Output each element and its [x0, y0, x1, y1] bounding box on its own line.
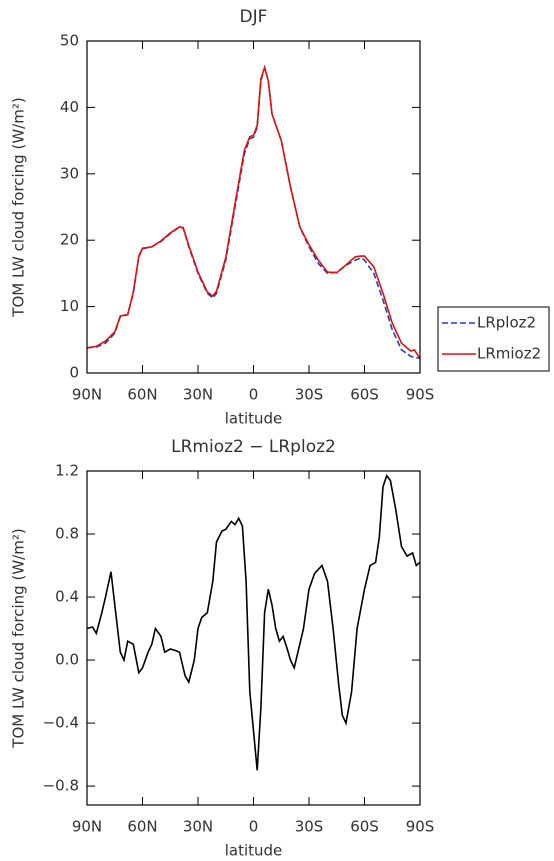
x-tick-label: 90N	[72, 386, 102, 404]
legend-box	[437, 306, 550, 372]
chart-title: LRmioz2 − LRploz2	[171, 437, 336, 457]
y-tick-label: 20	[60, 231, 79, 249]
x-tick-label: 60N	[127, 818, 157, 836]
x-axis-label: latitude	[225, 842, 283, 860]
data-line	[86, 474, 421, 771]
x-tick-label: 60N	[127, 386, 157, 404]
legend: LRploz2 LRmioz2	[437, 306, 550, 372]
y-tick-label: 50	[60, 32, 79, 50]
legend-label: LRploz2	[477, 314, 536, 332]
y-axis-label: TOM LW cloud forcing (W/m²)	[10, 97, 28, 317]
y-tick-label: 0.0	[55, 651, 79, 669]
x-tick-label: 90N	[72, 818, 102, 836]
x-tick-label: 30N	[183, 818, 213, 836]
y-tick-label: 40	[60, 98, 79, 116]
x-tick-label: 30S	[295, 818, 324, 836]
legend-label: LRmioz2	[477, 345, 541, 363]
y-tick-label: −0.4	[43, 714, 79, 732]
x-tick-label: 60S	[350, 386, 379, 404]
x-tick-label: 90S	[406, 818, 435, 836]
data-line	[86, 64, 421, 360]
x-tick-label: 0	[249, 818, 259, 836]
y-axis-label: TOM LW cloud forcing (W/m²)	[10, 528, 28, 748]
x-axis-label: latitude	[225, 410, 283, 428]
y-tick-label: −0.8	[43, 777, 79, 795]
y-tick-label: 0.8	[55, 525, 79, 543]
plot-frame	[86, 470, 421, 806]
x-tick-label: 0	[249, 386, 259, 404]
data-line	[86, 64, 421, 359]
chart-title: DJF	[240, 7, 268, 27]
y-tick-label: 1.2	[55, 462, 79, 480]
x-tick-label: 60S	[350, 818, 379, 836]
x-tick-label: 30S	[295, 386, 324, 404]
plot-frame	[86, 40, 421, 374]
y-tick-label: 0.4	[55, 588, 79, 606]
y-tick-label: 10	[60, 297, 79, 315]
y-tick-label: 0	[69, 364, 79, 382]
x-tick-label: 30N	[183, 386, 213, 404]
y-tick-label: 30	[60, 164, 79, 182]
x-tick-label: 90S	[406, 386, 435, 404]
